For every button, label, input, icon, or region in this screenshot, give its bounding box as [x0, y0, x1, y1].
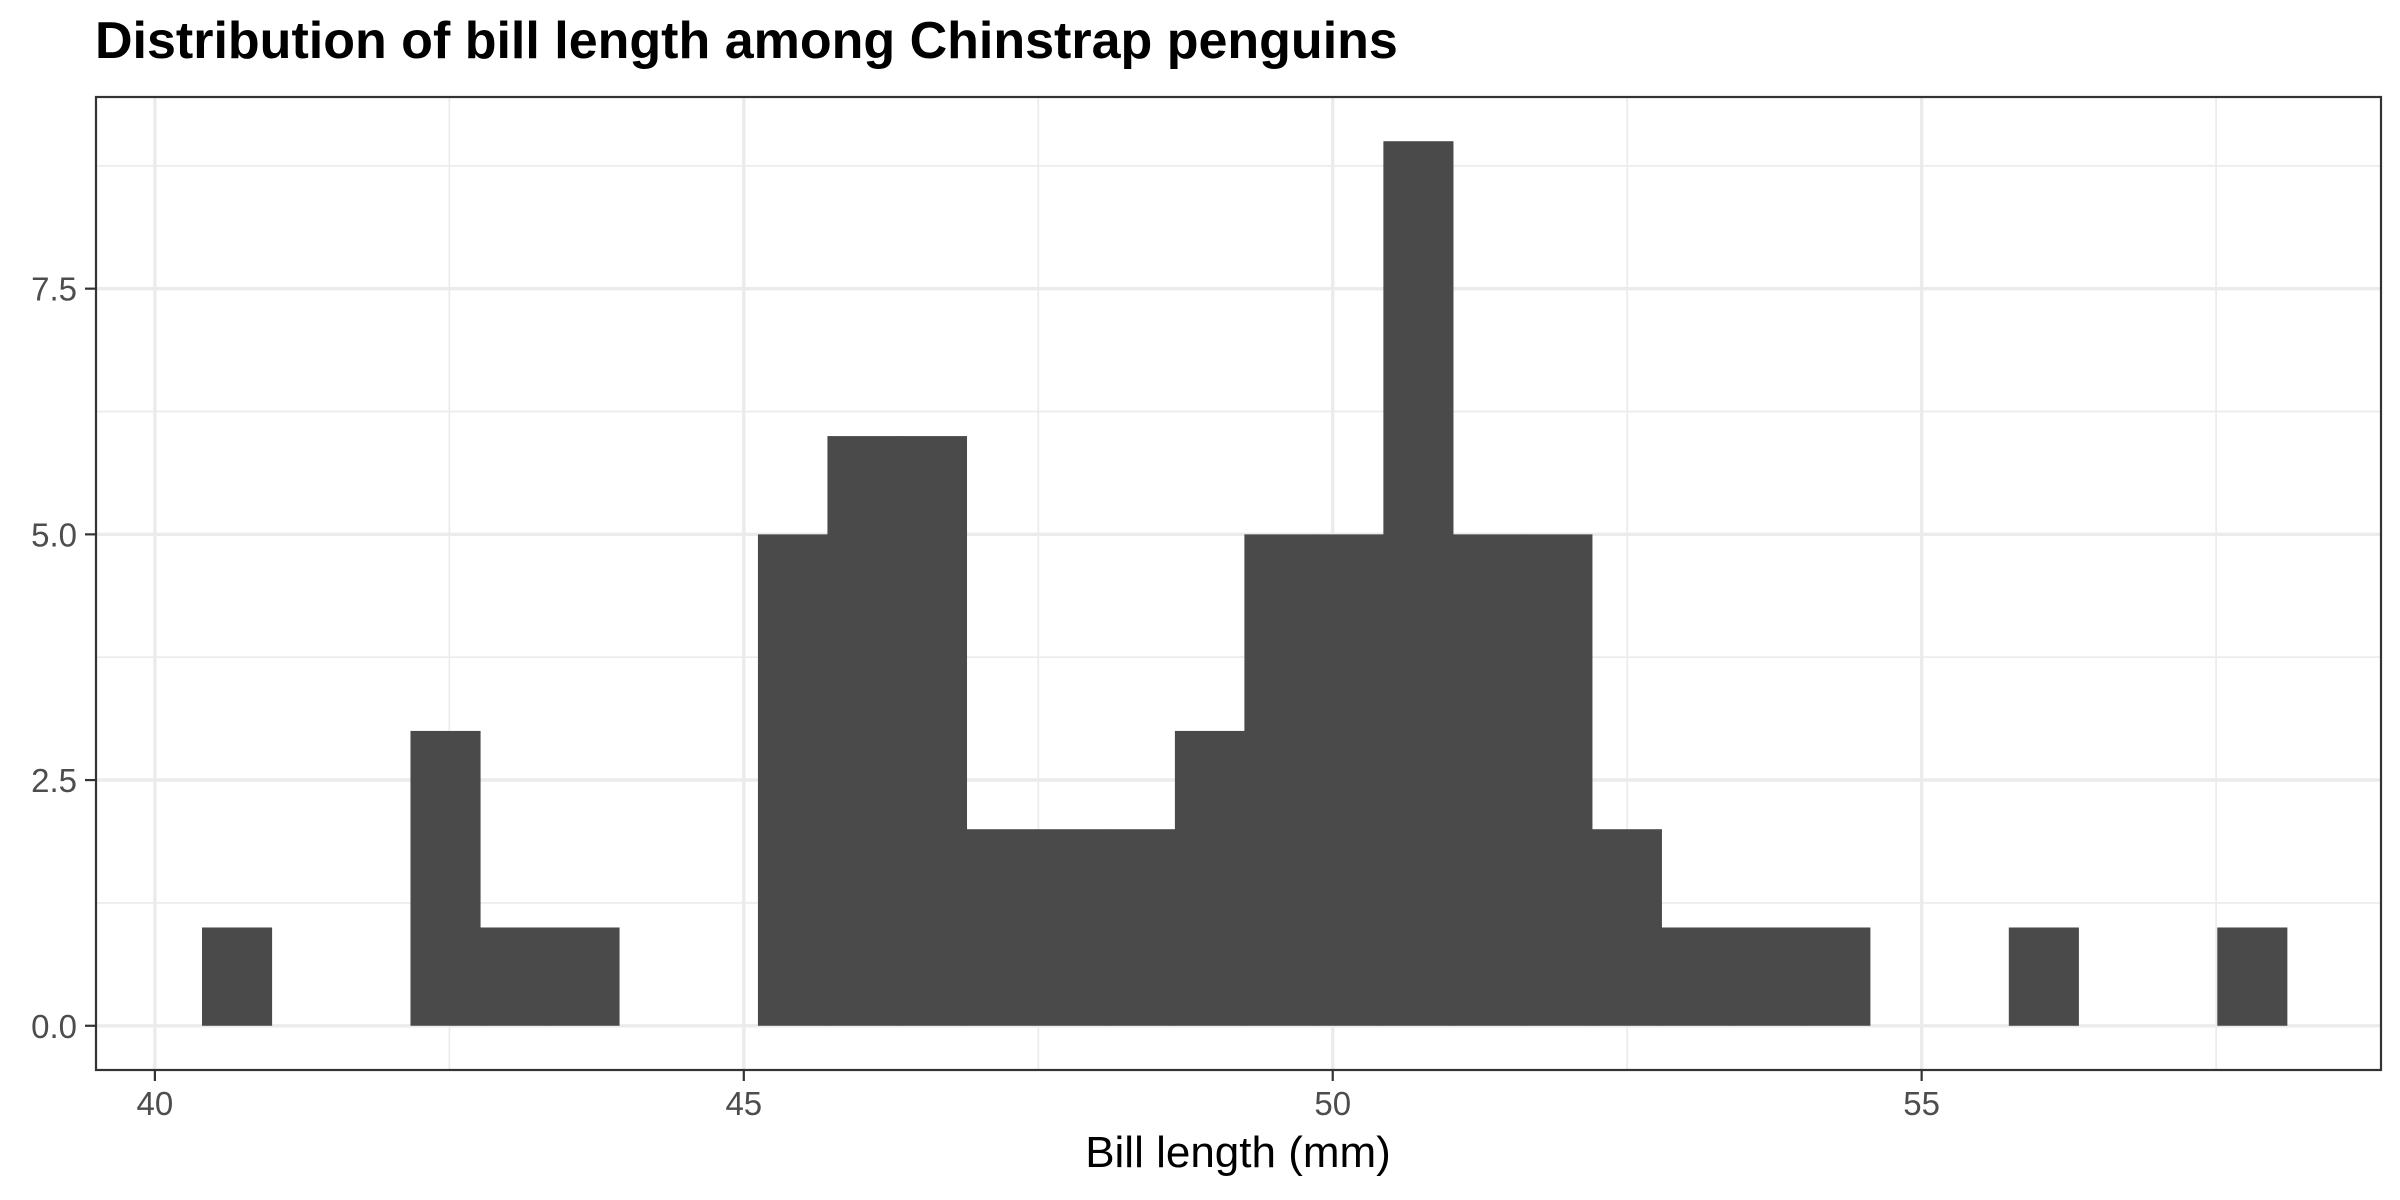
- histogram-bar: [549, 927, 620, 1026]
- plot-panel-border: [94, 95, 2383, 1072]
- y-tick-label: 5.0: [31, 516, 77, 553]
- histogram-bar: [410, 730, 481, 1026]
- histogram-bar: [1522, 534, 1593, 1026]
- x-tick-label: 50: [1314, 1085, 1351, 1122]
- x-tick-label: 40: [137, 1085, 174, 1122]
- histogram-bar: [896, 436, 968, 1026]
- histogram-bar: [1730, 927, 1801, 1026]
- axes: 40 45 50 55 0.0 2.5 5.0 7.5: [31, 271, 1940, 1122]
- histogram-bar: [1661, 927, 1732, 1026]
- histogram-bar: [1174, 730, 1245, 1026]
- y-tick-label: 2.5: [31, 762, 77, 799]
- histogram-bar: [966, 829, 1037, 1026]
- histogram-bars: [202, 141, 2288, 1026]
- histogram-bar: [1383, 141, 1454, 1026]
- y-tick-label: 7.5: [31, 271, 77, 308]
- histogram-bar: [1452, 534, 1523, 1026]
- histogram-bar: [1105, 829, 1176, 1026]
- x-tick-label: 55: [1903, 1085, 1940, 1122]
- x-axis-title: Bill length (mm): [1085, 1128, 1391, 1177]
- chart-title: Distribution of bill length among Chinst…: [95, 12, 1398, 70]
- histogram-bar: [1800, 927, 1871, 1026]
- histogram-bar: [1313, 534, 1384, 1026]
- histogram-bar: [202, 927, 273, 1026]
- histogram-bar: [1244, 534, 1315, 1026]
- x-tick-label: 45: [725, 1085, 762, 1122]
- y-tick-label: 0.0: [31, 1008, 77, 1045]
- histogram-bar: [479, 927, 551, 1026]
- histogram-bar: [2008, 927, 2079, 1026]
- histogram-bar: [1591, 829, 1662, 1026]
- histogram-bar: [1035, 829, 1107, 1026]
- histogram-bar: [2217, 927, 2288, 1026]
- histogram-bar: [827, 436, 898, 1026]
- histogram-bar: [757, 534, 829, 1026]
